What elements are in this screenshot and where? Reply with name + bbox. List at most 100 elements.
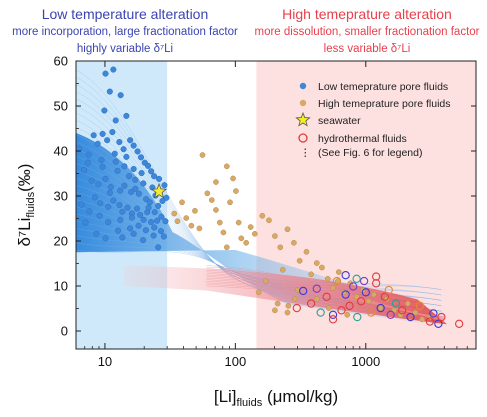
hydrothermal-point	[386, 310, 395, 319]
high-pore-point	[335, 269, 342, 275]
header-low-title: Low temperature alteration	[41, 6, 209, 22]
high-pore-point	[365, 298, 372, 305]
low-pore-point	[138, 170, 145, 177]
low-pore-point	[156, 175, 163, 182]
high-pore-point	[291, 239, 297, 246]
low-pore-point	[110, 66, 117, 73]
high-pore-point	[284, 309, 291, 316]
low-pore-point	[106, 189, 113, 196]
low-pore-point	[140, 216, 147, 223]
hydrothermal-point	[361, 288, 370, 297]
low-pore-point	[107, 183, 114, 191]
legend-note-label: (See Fig. 6 for legend)	[318, 147, 422, 159]
high-pore-point	[266, 217, 272, 224]
header-low-line3: highly variable δ⁷Li	[76, 42, 174, 55]
high-pore-point	[419, 316, 425, 323]
y-tick-label: 60	[54, 54, 68, 69]
low-pore-point	[96, 212, 103, 219]
high-pore-point	[255, 289, 262, 296]
high-pore-point	[404, 300, 411, 307]
hydrothermal-point	[341, 290, 350, 299]
low-pore-point	[163, 194, 170, 201]
hydrothermal-point	[312, 284, 321, 293]
header-high-temperature: High temeprature alteration more dissolu…	[248, 6, 486, 56]
high-pore-point	[227, 199, 233, 206]
low-pore-point	[93, 230, 100, 237]
low-pore-point	[78, 201, 85, 208]
low-pore-point	[102, 235, 109, 242]
low-pore-point	[157, 228, 165, 235]
hydrothermal-point	[337, 306, 346, 315]
high-pore-point	[412, 309, 419, 316]
header-low-temperature: Low temperature alteration more incorpor…	[6, 6, 244, 56]
hydrothermal-point	[353, 312, 362, 322]
hydrothermal-point	[345, 301, 354, 310]
low-pore-point	[97, 200, 104, 207]
low-pore-point	[140, 180, 147, 187]
low-pore-point	[146, 199, 153, 206]
seawater-star	[150, 182, 168, 199]
high-pore-point	[216, 219, 223, 226]
low-pore-point	[148, 219, 155, 226]
high-pore-point	[313, 296, 320, 302]
low-pore-point	[148, 168, 155, 175]
hydrothermal-point	[349, 282, 358, 291]
hydrothermal-point	[322, 292, 331, 301]
y-tick-label: 10	[54, 279, 68, 294]
high-pore-point	[285, 302, 292, 309]
header-high-title: High temeprature alteration	[282, 6, 452, 22]
low-pore-point	[160, 233, 167, 240]
hydrothermal-point	[341, 271, 350, 280]
low-pore-point	[95, 181, 102, 188]
hydrothermal-point	[292, 303, 301, 313]
low-pore-point	[112, 117, 119, 124]
high-pore-point	[243, 239, 249, 246]
high-pore-point	[199, 152, 206, 158]
low-pore-point	[128, 188, 135, 195]
x-tick-label: 1000	[351, 354, 380, 369]
legend-low-pore-marker	[299, 82, 307, 90]
high-pore-point	[213, 179, 219, 185]
x-tick-label: 10	[98, 354, 112, 369]
hydrothermal-point	[371, 272, 381, 281]
high-pore-point	[208, 197, 215, 203]
low-pore-point	[104, 137, 111, 144]
high-pore-point	[213, 207, 219, 213]
high-pore-point	[272, 233, 278, 239]
low-pore-point	[150, 232, 157, 239]
hydrothermal-point	[352, 274, 361, 283]
legend-hydro-marker	[298, 133, 308, 143]
hydrothermal-point	[376, 303, 385, 313]
low-pore-point	[110, 197, 117, 204]
hydrothermal-point	[328, 315, 338, 324]
low-pore-point	[125, 173, 133, 180]
low-pore-point	[114, 227, 122, 234]
y-tick-label: 40	[54, 144, 68, 159]
high-pore-point	[308, 271, 314, 278]
legend-note-dots: ⋮	[300, 147, 311, 159]
low-pore-point	[90, 132, 97, 139]
low-pore-point	[140, 237, 147, 244]
high-pore-point	[313, 260, 320, 266]
high-temperature-model-fan	[123, 265, 448, 325]
x-tick-label: 100	[225, 354, 247, 369]
high-temperature-model-curve	[206, 274, 445, 320]
low-pore-point	[101, 107, 108, 114]
high-pore-point	[192, 208, 198, 214]
low-pore-point	[151, 173, 158, 180]
y-tick-label: 50	[54, 99, 68, 114]
low-temperature-model-curve	[76, 206, 442, 290]
low-pore-point	[98, 156, 105, 164]
high-pore-point	[303, 248, 310, 255]
low-pore-point	[142, 227, 149, 234]
low-pore-point	[132, 176, 139, 183]
low-pore-point	[137, 154, 145, 161]
low-pore-point	[127, 137, 134, 144]
low-pore-point	[127, 225, 134, 232]
hydrothermal-point	[316, 308, 325, 317]
low-pore-point	[151, 224, 158, 231]
hydrothermal-point	[359, 276, 369, 286]
low-pore-point	[80, 166, 87, 173]
high-pore-point	[277, 244, 284, 251]
low-pore-point	[132, 185, 139, 192]
